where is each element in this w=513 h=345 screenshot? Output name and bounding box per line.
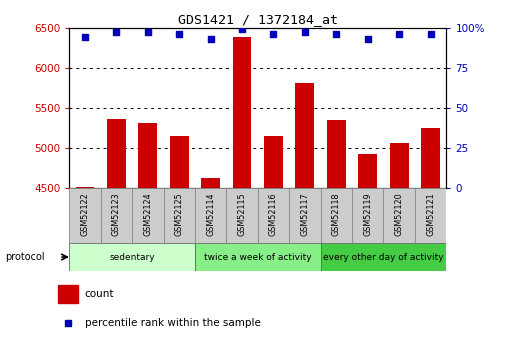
Bar <box>101 188 132 243</box>
Point <box>144 30 152 35</box>
Bar <box>327 120 346 188</box>
Point <box>207 36 215 42</box>
Text: GSM52118: GSM52118 <box>332 193 341 236</box>
Point <box>175 31 183 37</box>
Bar <box>75 187 94 188</box>
Text: sedentary: sedentary <box>109 253 155 262</box>
Bar <box>195 188 226 243</box>
Bar <box>390 143 408 188</box>
Point <box>238 27 246 32</box>
Bar <box>107 119 126 188</box>
Bar <box>415 188 446 243</box>
Text: GSM52124: GSM52124 <box>143 193 152 236</box>
Text: GSM52125: GSM52125 <box>175 193 184 236</box>
Text: count: count <box>85 289 114 299</box>
Bar <box>170 136 189 188</box>
Point <box>269 31 278 37</box>
Text: percentile rank within the sample: percentile rank within the sample <box>85 318 261 328</box>
Point <box>301 30 309 35</box>
Bar <box>233 37 251 188</box>
Bar <box>195 243 321 271</box>
Bar <box>69 188 101 243</box>
Text: GSM52120: GSM52120 <box>394 193 404 236</box>
Point <box>112 30 121 35</box>
Bar <box>139 123 157 188</box>
Bar <box>358 154 377 188</box>
Point <box>395 31 403 37</box>
Bar <box>421 128 440 188</box>
Text: GSM52123: GSM52123 <box>112 193 121 236</box>
Text: GSM52115: GSM52115 <box>238 193 247 236</box>
Text: every other day of activity: every other day of activity <box>323 253 444 262</box>
Bar <box>201 178 220 188</box>
Text: GSM52117: GSM52117 <box>301 193 309 236</box>
Bar <box>258 188 289 243</box>
Bar <box>289 188 321 243</box>
Bar <box>264 136 283 188</box>
Text: protocol: protocol <box>5 252 45 262</box>
Bar <box>321 188 352 243</box>
Text: twice a week of activity: twice a week of activity <box>204 253 311 262</box>
Bar <box>352 188 383 243</box>
Bar <box>132 188 164 243</box>
Text: GSM52114: GSM52114 <box>206 193 215 236</box>
Point <box>364 36 372 42</box>
Bar <box>58 285 78 303</box>
Text: GSM52119: GSM52119 <box>363 193 372 236</box>
Bar <box>295 83 314 188</box>
Point <box>81 34 89 40</box>
Title: GDS1421 / 1372184_at: GDS1421 / 1372184_at <box>178 13 338 27</box>
Text: GSM52122: GSM52122 <box>81 193 89 236</box>
Bar <box>69 243 195 271</box>
Point <box>426 31 435 37</box>
Bar <box>226 188 258 243</box>
Point <box>64 320 72 326</box>
Bar <box>321 243 446 271</box>
Text: GSM52121: GSM52121 <box>426 193 435 236</box>
Point <box>332 31 341 37</box>
Text: GSM52116: GSM52116 <box>269 193 278 236</box>
Bar <box>164 188 195 243</box>
Bar <box>383 188 415 243</box>
